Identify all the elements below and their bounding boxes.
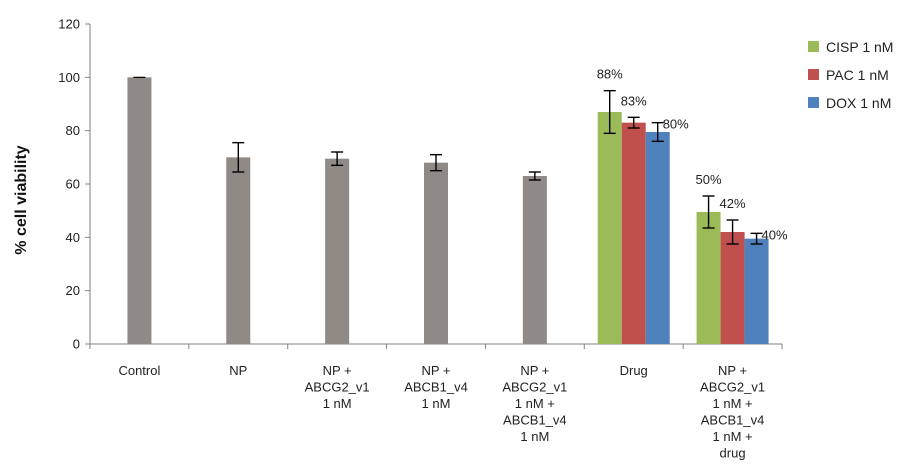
category-labels: Control NP NP + ABCG2_v1 1 nM NP + ABCB1_v4 1 n… — [118, 363, 765, 461]
x-tick-label: NP + ABCG2_v1 1 nM + ABCB1_v4 1 nM — [502, 363, 567, 444]
data-label: 80% — [663, 117, 689, 132]
y-tick-label: 60 — [66, 177, 80, 192]
y-axis-label: % cell viability — [13, 145, 30, 254]
bar — [127, 77, 152, 344]
x-tick-label: Drug — [620, 363, 648, 378]
bar — [744, 238, 769, 344]
legend-label: DOX 1 nM — [826, 95, 891, 111]
y-tick-label: 0 — [73, 337, 80, 352]
x-tick-label: Control — [118, 363, 160, 378]
bar — [597, 112, 622, 344]
x-tick-label: NP — [229, 363, 247, 378]
legend-swatch — [808, 97, 819, 108]
legend-swatch — [808, 41, 819, 52]
x-tick-label: NP + ABCG2_v1 1 nM — [305, 363, 370, 411]
y-tick-label: 100 — [58, 70, 80, 85]
y-tick-label: 80 — [66, 123, 80, 138]
data-label: 40% — [762, 227, 788, 242]
data-label: 83% — [621, 93, 647, 108]
bar — [645, 132, 670, 344]
data-label: 50% — [696, 172, 722, 187]
bar — [621, 122, 646, 345]
x-tick-label: NP + ABCG2_v1 1 nM + ABCB1_v4 1 nM + drug — [700, 363, 765, 461]
y-tick-label: 20 — [66, 283, 80, 298]
legend: CISP 1 nM PAC 1 nM DOX 1 nM — [808, 39, 893, 111]
data-label: 88% — [597, 67, 623, 82]
bar — [325, 158, 350, 344]
data-label: 42% — [720, 196, 746, 211]
legend-swatch — [808, 69, 819, 80]
bar — [424, 162, 448, 344]
legend-label: PAC 1 nM — [826, 67, 889, 83]
bar — [720, 232, 745, 344]
bars: 88% 83% 80% 50% 42% 40% — [127, 67, 788, 345]
y-tick-label: 120 — [58, 17, 80, 32]
x-tick-label: NP + ABCB1_v4 1 nM — [404, 363, 468, 411]
y-tick-label: 40 — [66, 230, 80, 245]
legend-label: CISP 1 nM — [826, 39, 893, 55]
bar — [696, 212, 721, 344]
axes: 0 20 40 60 80 100 120 — [58, 17, 783, 352]
bar — [522, 176, 547, 344]
bar — [226, 157, 251, 344]
